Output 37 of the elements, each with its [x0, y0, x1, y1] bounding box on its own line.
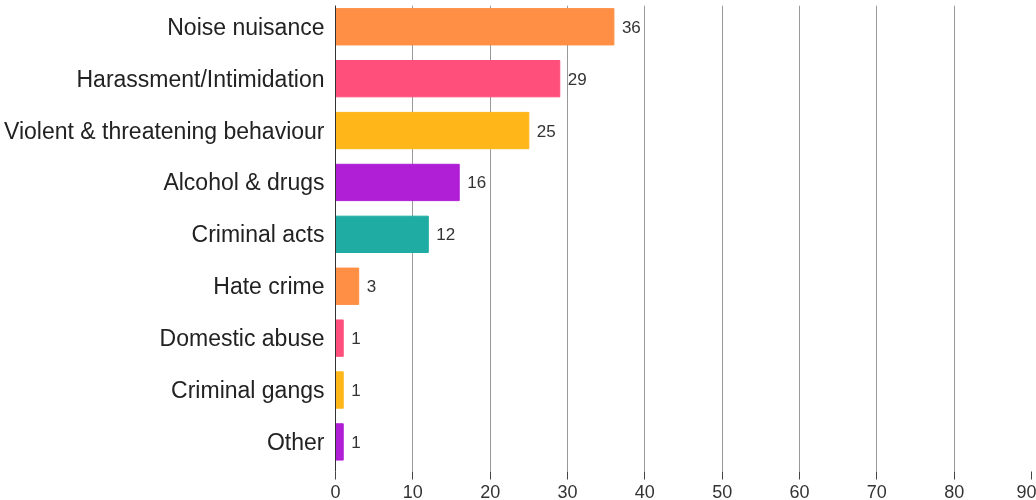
data-label: 12	[436, 225, 456, 245]
x-tick-label: 20	[480, 481, 501, 500]
y-tick-label: Hate crime	[213, 273, 325, 300]
bar	[335, 163, 460, 202]
y-tick-label: Criminal acts	[191, 221, 325, 248]
bar	[335, 319, 344, 357]
data-label: 1	[351, 432, 361, 452]
x-tick-label: 80	[944, 481, 965, 500]
bar	[335, 371, 344, 409]
bar	[335, 60, 561, 98]
data-label: 1	[351, 381, 361, 401]
data-label: 3	[366, 277, 377, 297]
bar	[335, 267, 360, 305]
y-tick-label: Other	[266, 428, 325, 455]
y-tick-label: Noise nuisance	[167, 13, 325, 40]
bar	[335, 111, 530, 150]
data-label: 25	[536, 121, 556, 141]
data-label: 16	[467, 173, 487, 193]
x-tick-label: 0	[330, 481, 341, 500]
x-tick-label: 40	[634, 481, 655, 500]
y-tick-label: Harassment/Intimidation	[76, 65, 325, 92]
y-tick-label: Domestic abuse	[159, 325, 325, 352]
y-tick-label: Alcohol & drugs	[163, 169, 325, 196]
data-label: 36	[621, 17, 641, 37]
data-label: 29	[567, 69, 587, 89]
y-tick-label: Violent & threatening behaviour	[3, 117, 325, 144]
bar	[335, 215, 429, 254]
x-tick-label: 60	[789, 481, 810, 500]
data-label: 1	[351, 329, 361, 349]
x-tick-label: 90	[1016, 481, 1036, 500]
bar	[335, 8, 615, 46]
x-tick-label: 70	[866, 481, 887, 500]
x-tick-label: 10	[402, 481, 423, 500]
x-tick-label: 30	[557, 481, 578, 500]
x-tick-label: 50	[712, 481, 733, 500]
y-tick-label: Criminal gangs	[171, 377, 325, 404]
bar	[335, 423, 344, 461]
